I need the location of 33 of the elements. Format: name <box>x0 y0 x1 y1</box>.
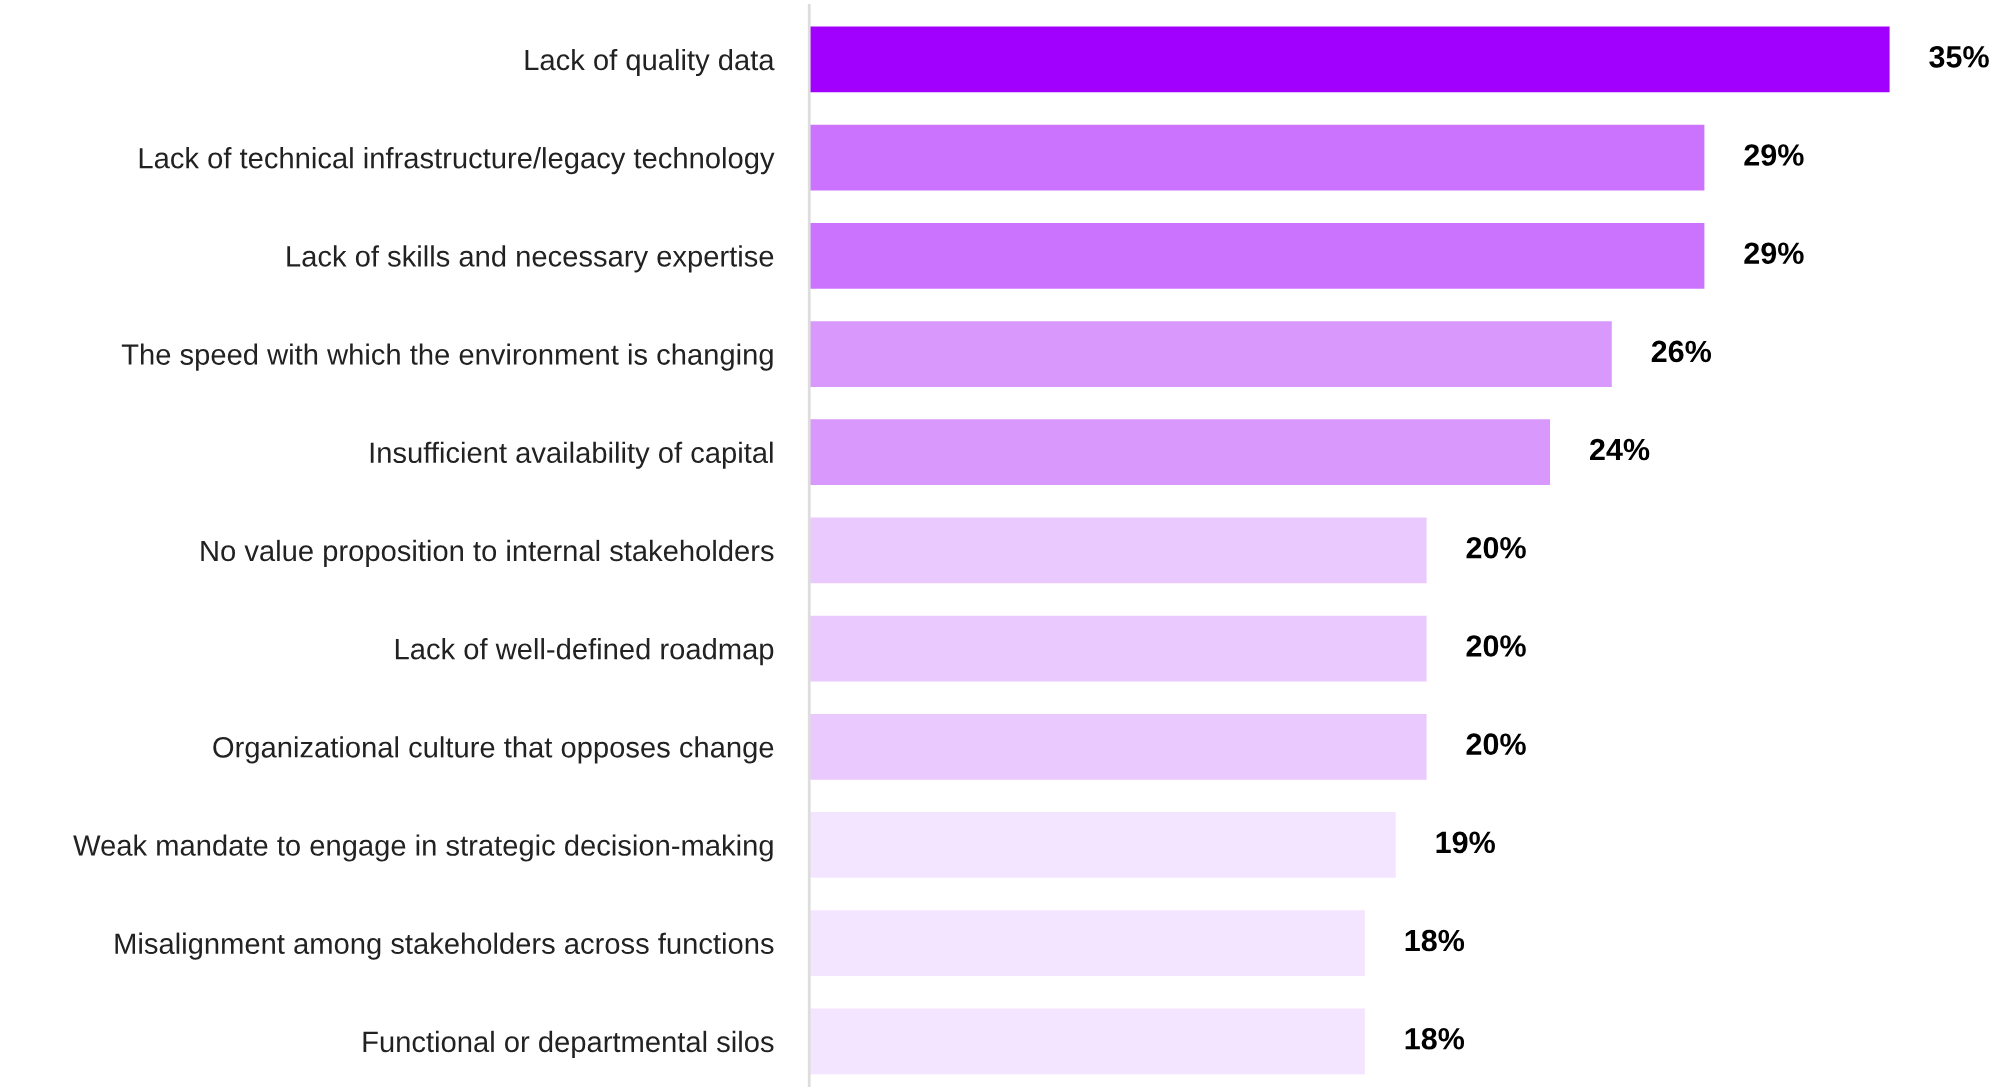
bar <box>809 1008 1365 1075</box>
bar <box>809 321 1612 387</box>
data-label: 29% <box>1744 242 1804 265</box>
bar <box>809 419 1551 486</box>
y-tick-label: Functional or departmental silos <box>363 1030 774 1058</box>
data-label: 24% <box>1590 438 1650 461</box>
y-tick-label: Lack of skills and necessary expertise <box>287 245 774 273</box>
y-tick-label: Misalignment among stakeholders across functions <box>115 932 774 960</box>
bar <box>809 910 1365 977</box>
y-tick-label: Weak mandate to engage in strategic decision-making <box>73 834 773 862</box>
bar <box>809 615 1427 682</box>
data-label: 20% <box>1466 536 1526 559</box>
bar <box>809 124 1705 191</box>
data-label: 19% <box>1436 831 1495 854</box>
data-label: 35% <box>1929 46 1989 68</box>
bar <box>809 517 1427 584</box>
bar <box>809 713 1427 780</box>
data-label: 20% <box>1466 635 1526 657</box>
y-tick-label: The speed with which the environment is changing <box>121 343 773 371</box>
bar <box>809 26 1890 93</box>
bar <box>809 222 1705 289</box>
y-tick-label: Insufficient availability of capital <box>370 441 773 469</box>
y-tick-label: Lack of well-defined roadmap <box>395 638 774 666</box>
bar <box>809 812 1396 878</box>
data-label: 18% <box>1405 929 1465 952</box>
data-label: 18% <box>1405 1027 1465 1050</box>
y-tick-label: Lack of quality data <box>525 48 775 77</box>
y-tick-label: Organizational culture that opposes change <box>213 736 774 764</box>
data-label: 26% <box>1651 340 1712 363</box>
data-label: 20% <box>1466 733 1526 755</box>
y-tick-label: Lack of technical infrastructure/legacy technology <box>139 147 775 175</box>
y-tick-label: No value proposition to internal stakeholders <box>201 539 774 568</box>
data-label: 29% <box>1744 144 1804 166</box>
